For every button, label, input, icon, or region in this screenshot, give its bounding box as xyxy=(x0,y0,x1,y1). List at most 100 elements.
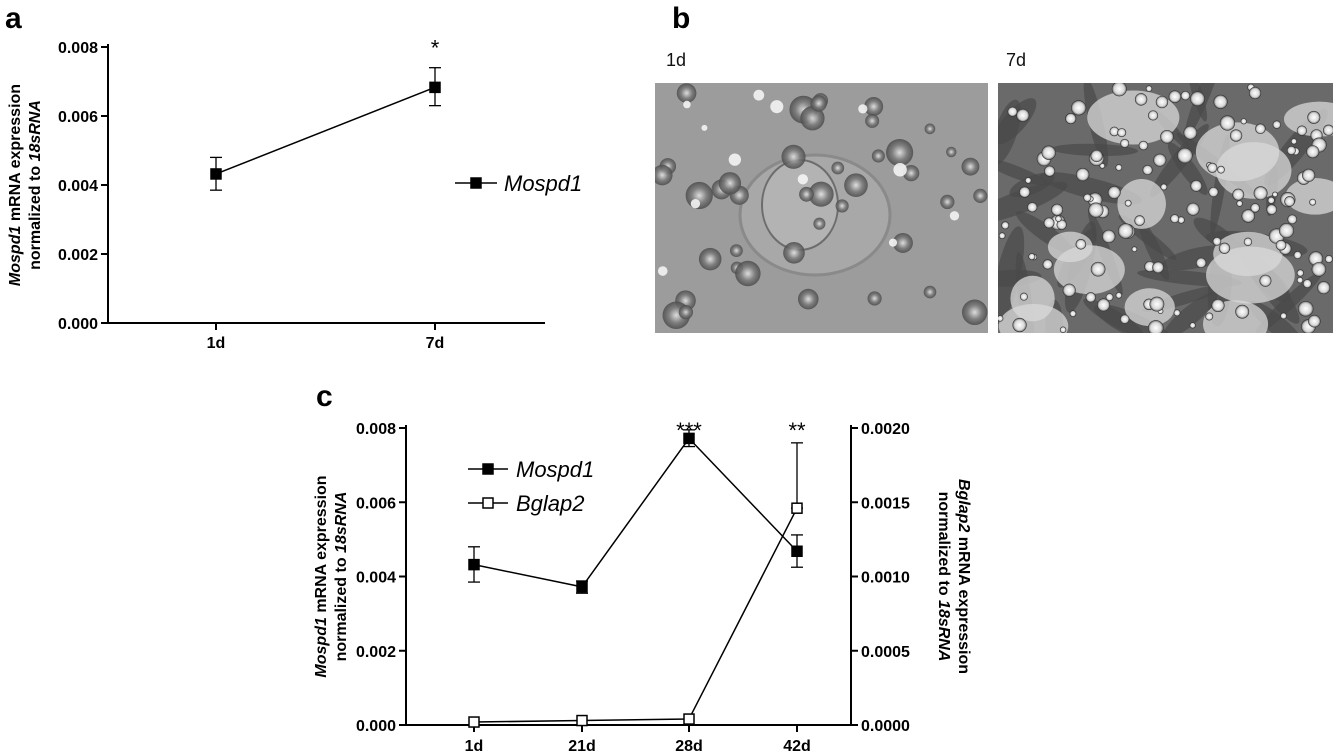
vesicle xyxy=(1124,199,1132,207)
vesicle xyxy=(1138,140,1149,151)
data-point-bglap2 xyxy=(576,714,588,727)
x-tick-label: 21d xyxy=(568,738,596,755)
vesicle xyxy=(1217,165,1225,174)
vesicle xyxy=(1145,85,1153,92)
vesicle xyxy=(1097,298,1111,312)
vesicle xyxy=(1307,110,1321,124)
vesicle xyxy=(1028,253,1036,261)
vesicle xyxy=(1186,202,1200,216)
vesicle xyxy=(1232,188,1245,201)
vesicle xyxy=(1142,164,1153,176)
cell xyxy=(799,186,814,202)
vesicle xyxy=(1297,300,1314,317)
vesicle xyxy=(1055,215,1062,222)
vesicle xyxy=(1075,167,1090,182)
vesicle xyxy=(1250,203,1260,213)
svg-text:Bglap2 mRNA expression: Bglap2 mRNA expression xyxy=(955,479,972,674)
cell xyxy=(735,260,761,287)
vesicle xyxy=(1065,113,1077,125)
cell xyxy=(961,299,988,326)
y-tick-label-right: 0.0010 xyxy=(861,570,910,587)
cell-highlight xyxy=(657,266,668,276)
vesicle xyxy=(1296,276,1304,284)
vesicle xyxy=(1120,138,1130,148)
vesicle xyxy=(1134,93,1148,106)
vesicle xyxy=(1085,292,1096,303)
cell-highlight xyxy=(893,163,907,177)
chart-a: 0.000 0.002 0.004 0.006 0.008 1d 7d Mospd1 mRNA… xyxy=(7,36,582,352)
vesicle xyxy=(1120,314,1130,324)
cell xyxy=(923,285,937,299)
legend-label-mospd1: Mospd1 xyxy=(516,457,594,482)
vesicle xyxy=(1147,110,1159,121)
vesicle xyxy=(1148,320,1164,333)
vesicle xyxy=(1190,179,1203,192)
vesicle xyxy=(1083,193,1092,202)
vesicle xyxy=(1071,100,1087,116)
vesicle xyxy=(1107,186,1121,199)
cell xyxy=(800,106,825,131)
vesicle xyxy=(1115,292,1123,299)
vesicle xyxy=(1168,90,1182,103)
vesicle xyxy=(1240,118,1247,125)
cell xyxy=(698,247,722,271)
data-point-mospd1 xyxy=(468,558,480,571)
vesicle xyxy=(1111,83,1127,97)
vesicle xyxy=(1205,312,1214,321)
y-tick-label-left: 0.008 xyxy=(356,421,396,438)
vesicle xyxy=(1296,125,1307,136)
cell xyxy=(808,181,834,207)
vesicle xyxy=(1180,90,1191,101)
vesicle xyxy=(1016,108,1030,122)
vesicle xyxy=(1219,115,1236,131)
vesicle xyxy=(1324,255,1333,264)
series-line-mospd1 xyxy=(215,86,436,175)
vesicle xyxy=(1236,200,1243,207)
y-tick-label-left: 0.006 xyxy=(356,495,396,512)
data-point-mospd1 xyxy=(791,545,803,558)
vesicle xyxy=(1177,147,1193,164)
vesicle xyxy=(1308,314,1321,328)
y-tick-label-left: 0.002 xyxy=(356,644,396,661)
cell xyxy=(676,83,697,103)
cell xyxy=(892,232,913,253)
legend-marker xyxy=(482,497,494,509)
cell-highlight xyxy=(770,100,784,114)
vesicle xyxy=(1153,153,1167,167)
vesicle xyxy=(1296,269,1304,277)
vesicle xyxy=(1183,125,1198,140)
vesicle xyxy=(1309,198,1317,206)
cell xyxy=(946,146,957,158)
vesicle xyxy=(1322,124,1333,136)
series-line-bglap2 xyxy=(473,507,798,723)
vesicle xyxy=(1042,259,1053,270)
data-point-mospd1 xyxy=(576,581,588,593)
micrograph-panel: 1d 7d xyxy=(655,50,1333,333)
legend-label-mospd1: Mospd1 xyxy=(504,171,582,196)
micrograph-7d-label: 7d xyxy=(1006,50,1026,70)
cell-highlight xyxy=(728,153,742,166)
vesicle xyxy=(1173,309,1181,317)
cell xyxy=(867,291,882,306)
cell-highlight xyxy=(888,238,898,247)
error-bar-bglap2 xyxy=(791,442,803,509)
vesicle xyxy=(1115,164,1123,171)
legend-marker xyxy=(470,177,482,189)
vesicle xyxy=(1062,283,1076,297)
vesicle xyxy=(1241,209,1255,223)
x-tick-label: 28d xyxy=(675,738,703,755)
vesicle xyxy=(1131,246,1138,253)
vesicle xyxy=(1051,203,1064,216)
bright-cluster xyxy=(1213,231,1283,277)
vesicle xyxy=(1208,186,1219,198)
vesicle xyxy=(1255,123,1266,135)
svg-text:Mospd1 mRNA expression: Mospd1 mRNA expression xyxy=(313,475,330,677)
cell-highlight xyxy=(753,89,765,101)
vesicle xyxy=(1275,239,1287,251)
bright-cluster xyxy=(1285,177,1333,215)
data-point-mospd1 xyxy=(210,168,222,180)
spindle-cell xyxy=(1051,143,1138,157)
vesicle xyxy=(1012,317,1027,333)
